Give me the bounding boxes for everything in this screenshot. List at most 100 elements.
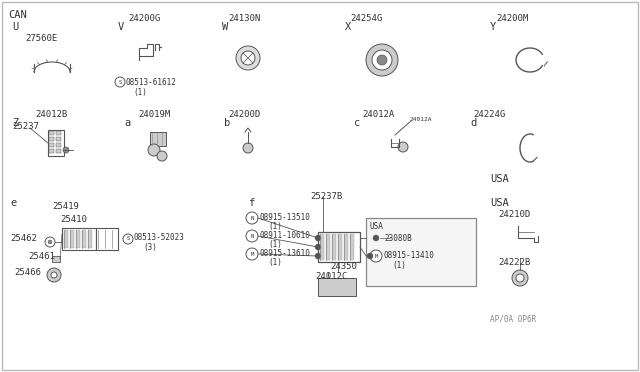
Text: (3): (3) xyxy=(143,243,157,252)
Text: (1): (1) xyxy=(268,222,282,231)
Text: S: S xyxy=(118,80,122,84)
Text: 24200G: 24200G xyxy=(128,14,160,23)
Bar xyxy=(49,149,54,153)
Text: 25461: 25461 xyxy=(28,252,55,261)
Circle shape xyxy=(51,272,57,278)
Circle shape xyxy=(123,234,133,244)
Text: b: b xyxy=(224,118,230,128)
Text: 24222B: 24222B xyxy=(498,258,531,267)
Bar xyxy=(49,137,54,141)
Circle shape xyxy=(246,230,258,242)
Text: 25237: 25237 xyxy=(12,122,39,131)
Circle shape xyxy=(315,244,321,250)
Text: 24012C: 24012C xyxy=(315,272,348,281)
Text: 25419: 25419 xyxy=(52,202,79,211)
Bar xyxy=(320,234,324,260)
Bar xyxy=(326,234,330,260)
Text: 24224G: 24224G xyxy=(473,110,505,119)
Text: 08513-61612: 08513-61612 xyxy=(126,78,177,87)
Circle shape xyxy=(315,253,321,259)
Circle shape xyxy=(246,212,258,224)
Text: M: M xyxy=(374,253,378,259)
Bar xyxy=(56,149,61,153)
Text: (1): (1) xyxy=(133,88,147,97)
Text: d: d xyxy=(470,118,476,128)
Circle shape xyxy=(63,147,69,153)
Bar xyxy=(332,234,336,260)
Bar xyxy=(48,130,64,156)
Circle shape xyxy=(367,253,373,259)
Text: a: a xyxy=(124,118,131,128)
Bar xyxy=(344,234,348,260)
Bar xyxy=(49,131,54,135)
Bar xyxy=(318,278,356,296)
Text: 24012A: 24012A xyxy=(409,117,431,122)
Bar xyxy=(56,137,61,141)
Bar xyxy=(49,143,54,147)
Circle shape xyxy=(315,235,321,241)
Text: V: V xyxy=(118,22,124,32)
Circle shape xyxy=(115,77,125,87)
Bar xyxy=(82,230,86,248)
Bar xyxy=(52,256,60,262)
Bar xyxy=(318,232,360,262)
Circle shape xyxy=(243,143,253,153)
Text: (1): (1) xyxy=(268,240,282,249)
Text: 25466: 25466 xyxy=(14,268,41,277)
Bar xyxy=(76,230,80,248)
Circle shape xyxy=(373,235,379,241)
Text: 24019M: 24019M xyxy=(138,110,170,119)
Circle shape xyxy=(148,144,160,156)
Bar xyxy=(96,228,118,250)
Circle shape xyxy=(236,46,260,70)
Text: AP/0A 0P6R: AP/0A 0P6R xyxy=(490,315,536,324)
Bar xyxy=(366,218,476,286)
Circle shape xyxy=(241,51,255,65)
Text: f: f xyxy=(248,198,254,208)
Text: 24200M: 24200M xyxy=(496,14,528,23)
Circle shape xyxy=(246,248,258,260)
Text: U: U xyxy=(12,22,19,32)
Text: N: N xyxy=(250,215,253,221)
Circle shape xyxy=(47,268,61,282)
Text: 25237B: 25237B xyxy=(310,192,342,201)
Text: 24200D: 24200D xyxy=(228,110,260,119)
Circle shape xyxy=(366,44,398,76)
Circle shape xyxy=(516,274,524,282)
Bar xyxy=(56,131,61,135)
Text: 08513-52023: 08513-52023 xyxy=(134,233,185,242)
Text: USA: USA xyxy=(370,222,384,231)
Bar xyxy=(350,234,354,260)
Text: (1): (1) xyxy=(268,258,282,267)
Bar xyxy=(88,230,92,248)
Circle shape xyxy=(157,151,167,161)
Text: 24254G: 24254G xyxy=(350,14,382,23)
Text: 08915-13410: 08915-13410 xyxy=(384,251,435,260)
Text: M: M xyxy=(250,251,253,257)
Text: X: X xyxy=(345,22,351,32)
Text: e: e xyxy=(10,198,16,208)
Text: 24130N: 24130N xyxy=(228,14,260,23)
Text: 25462: 25462 xyxy=(10,234,37,243)
Text: 25410: 25410 xyxy=(60,215,87,224)
Circle shape xyxy=(45,237,55,247)
Bar xyxy=(56,143,61,147)
Circle shape xyxy=(398,142,408,152)
Text: 24350: 24350 xyxy=(330,262,357,271)
Text: 23080B: 23080B xyxy=(384,234,412,243)
Text: (1): (1) xyxy=(392,261,406,270)
Bar xyxy=(338,234,342,260)
Text: USA: USA xyxy=(490,198,509,208)
Text: W: W xyxy=(222,22,228,32)
Text: N: N xyxy=(250,234,253,238)
Circle shape xyxy=(372,50,392,70)
Text: Y: Y xyxy=(490,22,496,32)
Text: USA: USA xyxy=(490,174,509,184)
Text: 08915-13510: 08915-13510 xyxy=(260,213,311,222)
Circle shape xyxy=(370,250,382,262)
Text: 27560E: 27560E xyxy=(25,34,57,43)
Text: 08911-10610: 08911-10610 xyxy=(260,231,311,240)
Bar xyxy=(150,132,166,146)
Circle shape xyxy=(48,240,52,244)
Bar xyxy=(64,230,68,248)
